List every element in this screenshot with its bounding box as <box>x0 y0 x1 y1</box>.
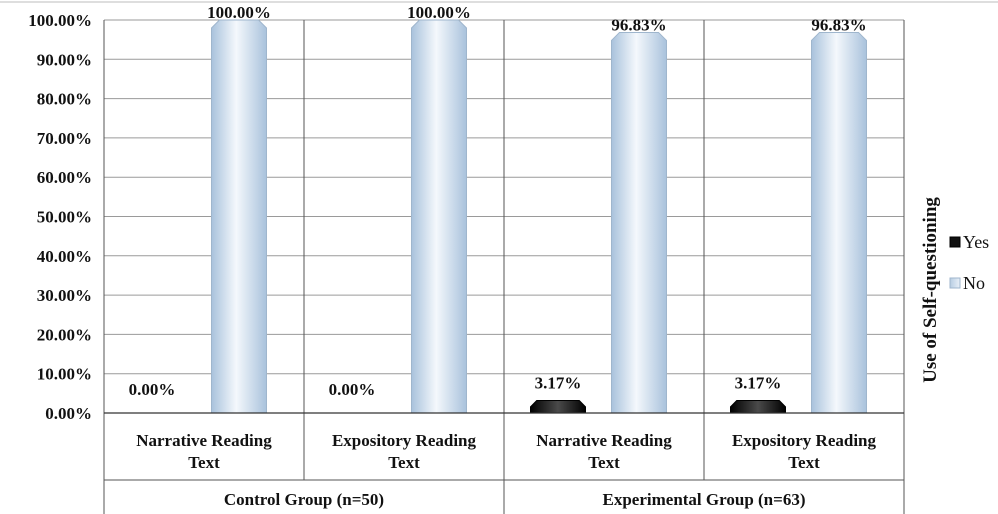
data-label-no-0: 100.00% <box>207 3 271 22</box>
group-label: Experimental Group (n=63) <box>603 490 806 509</box>
bar-no-0 <box>211 19 267 414</box>
y-tick-label: 70.00% <box>37 129 92 148</box>
legend: Use of Self-questioning Yes No <box>920 197 989 383</box>
bars <box>211 19 867 414</box>
category-label: Expository Reading <box>332 431 477 450</box>
category-label: Text <box>588 453 620 472</box>
y-tick-label: 10.00% <box>37 365 92 384</box>
y-tick-label: 60.00% <box>37 168 92 187</box>
bar-no-1 <box>411 19 467 414</box>
data-label-yes-3: 3.17% <box>735 374 782 393</box>
y-tick-label: 90.00% <box>37 50 92 69</box>
bar-yes-3 <box>730 400 786 414</box>
category-label: Text <box>388 453 420 472</box>
category-label: Narrative Reading <box>536 431 672 450</box>
data-label-yes-0: 0.00% <box>129 380 176 399</box>
data-labels: 0.00% 0.00% 3.17% 3.17% 100.00% 100.00% 96.83%… <box>129 3 867 399</box>
category-label: Narrative Reading <box>136 431 272 450</box>
legend-swatch-yes <box>949 236 961 248</box>
y-tick-label: 0.00% <box>45 404 92 423</box>
y-tick-label: 100.00% <box>28 11 92 30</box>
bar-no-2 <box>611 31 667 414</box>
category-label: Expository Reading <box>732 431 877 450</box>
legend-swatch-no <box>949 277 961 289</box>
legend-label-no: No <box>963 273 985 293</box>
data-label-no-3: 96.83% <box>811 15 866 34</box>
legend-title: Use of Self-questioning <box>920 197 941 383</box>
bar-yes-2 <box>530 400 586 414</box>
data-label-no-1: 100.00% <box>407 3 471 22</box>
category-label: Text <box>788 453 820 472</box>
legend-label-yes: Yes <box>963 232 989 252</box>
y-tick-label: 40.00% <box>37 247 92 266</box>
data-label-no-2: 96.83% <box>611 15 666 34</box>
y-tick-label: 80.00% <box>37 90 92 109</box>
data-label-yes-1: 0.00% <box>329 380 376 399</box>
y-tick-label: 50.00% <box>37 208 92 227</box>
y-tick-label: 20.00% <box>37 325 92 344</box>
y-tick-label: 30.00% <box>37 286 92 305</box>
group-label: Control Group (n=50) <box>224 490 384 509</box>
bar-no-3 <box>811 31 867 414</box>
data-label-yes-2: 3.17% <box>535 374 582 393</box>
category-label: Text <box>188 453 220 472</box>
